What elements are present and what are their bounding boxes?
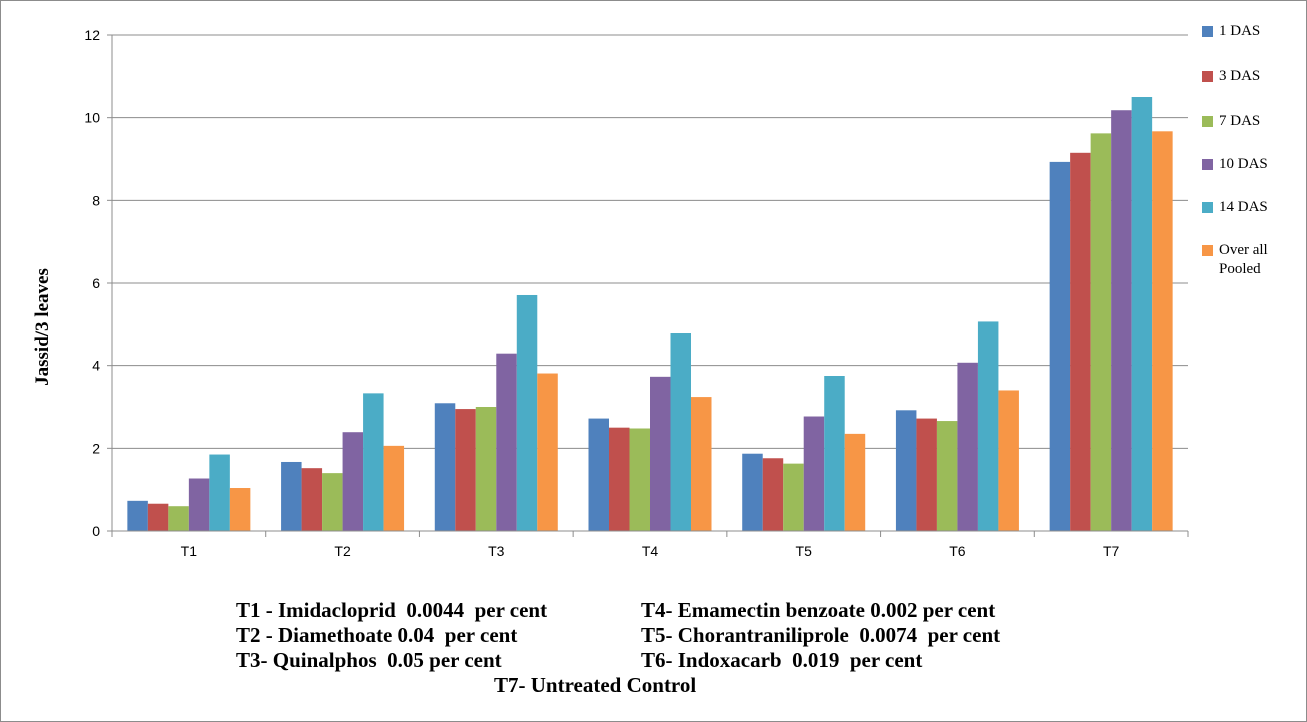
legend-label: 10 DAS xyxy=(1219,156,1268,172)
y-tick-label: 10 xyxy=(84,110,100,126)
bar-t1-14-das xyxy=(209,454,230,531)
x-tick-label: T6 xyxy=(949,543,966,559)
legend-swatch xyxy=(1202,26,1213,37)
legend-item-over-all-pooled: Over all Pooled xyxy=(1202,241,1299,279)
bar-t2-7-das xyxy=(322,473,343,531)
bar-t3-10-das xyxy=(496,353,517,531)
legend-item-3-das: 3 DAS xyxy=(1202,67,1299,86)
x-tick-label: T5 xyxy=(796,543,813,559)
bar-t5-7-das xyxy=(783,463,804,531)
legend-label: 14 DAS xyxy=(1219,199,1268,215)
bar-t3-7-das xyxy=(475,407,497,531)
bar-t6-10-das xyxy=(957,362,978,531)
bar-t3-1-das xyxy=(434,403,456,531)
bar-t6-3-das xyxy=(916,418,937,531)
y-tick-label: 12 xyxy=(84,27,100,43)
bar-t2-14-das xyxy=(363,393,384,531)
note-t6: T6- Indoxacarb 0.019 per cent xyxy=(641,648,923,672)
bar-t1-3-das xyxy=(147,503,169,531)
legend-label-line: Pooled xyxy=(1219,261,1261,277)
bar-t1-7-das xyxy=(168,506,189,531)
bar-t7-over-all-pooled xyxy=(1152,131,1173,531)
legend-item-10-das: 10 DAS xyxy=(1202,155,1299,174)
x-tick-label: T1 xyxy=(181,543,198,559)
bar-t5-14-das xyxy=(824,376,845,531)
x-tick-label: T4 xyxy=(642,543,659,559)
bar-t4-over-all-pooled xyxy=(691,397,712,531)
bar-t7-14-das xyxy=(1131,97,1153,531)
legend-item-14-das: 14 DAS xyxy=(1202,198,1299,217)
y-tick-label: 2 xyxy=(92,440,100,456)
bar-t5-10-das xyxy=(803,416,825,531)
bar-t7-7-das xyxy=(1090,133,1112,531)
legend-swatch xyxy=(1202,202,1213,213)
bar-t5-1-das xyxy=(742,453,763,531)
axes xyxy=(107,34,1189,537)
legend-swatch xyxy=(1202,159,1213,170)
legend-item-7-das: 7 DAS xyxy=(1202,112,1299,131)
y-tick-label: 4 xyxy=(92,358,100,374)
bar-t3-over-all-pooled xyxy=(537,373,558,531)
bar-t2-over-all-pooled xyxy=(383,445,405,531)
legend-label: 3 DAS xyxy=(1219,68,1261,84)
legend-swatch xyxy=(1202,71,1213,82)
x-tick-labels: T1 T2 T3 T4 T5 T6 T7 xyxy=(181,543,1120,559)
bar-t3-14-das xyxy=(516,294,538,531)
bar-t7-3-das xyxy=(1070,152,1091,532)
legend-label: Over all Pooled xyxy=(1219,241,1299,279)
bar-t1-10-das xyxy=(188,478,210,531)
bar-t5-3-das xyxy=(762,458,784,531)
bar-t4-3-das xyxy=(609,427,630,531)
x-tick-label: T3 xyxy=(488,543,505,559)
bar-t6-14-das xyxy=(977,321,999,531)
bar-t4-7-das xyxy=(629,428,650,531)
legend-item-1-das: 1 DAS xyxy=(1202,22,1299,41)
bar-t2-10-das xyxy=(342,432,364,531)
bar-t5-over-all-pooled xyxy=(844,433,866,531)
bar-t4-10-das xyxy=(650,376,671,531)
bar-t4-14-das xyxy=(670,333,691,531)
y-tick-label: 6 xyxy=(92,275,100,291)
bar-t1-over-all-pooled xyxy=(229,488,251,531)
note-t3: T3- Quinalphos 0.05 per cent xyxy=(236,648,502,672)
y-tick-labels: 0 2 4 6 8 10 12 xyxy=(84,27,100,539)
legend-label: 1 DAS xyxy=(1219,23,1261,39)
bar-t7-1-das xyxy=(1049,161,1071,532)
bar-t3-3-das xyxy=(455,409,476,531)
legend-label-line: Over all xyxy=(1219,242,1268,258)
bar-t6-1-das xyxy=(895,410,917,531)
bars xyxy=(127,97,1173,532)
bar-t1-1-das xyxy=(127,500,148,531)
legend-swatch xyxy=(1202,245,1213,256)
note-t5: T5- Chorantraniliprole 0.0074 per cent xyxy=(641,623,1001,647)
x-tick-label: T2 xyxy=(334,543,351,559)
legend-swatch xyxy=(1202,116,1213,127)
bar-t2-3-das xyxy=(301,468,323,531)
bar-t6-7-das xyxy=(936,421,958,531)
bar-t2-1-das xyxy=(281,461,302,531)
bar-t6-over-all-pooled xyxy=(998,390,1019,531)
bar-t7-10-das xyxy=(1111,110,1132,531)
bar-t4-1-das xyxy=(588,418,609,531)
x-tick-label: T7 xyxy=(1103,543,1120,559)
note-t7: T7- Untreated Control xyxy=(494,673,697,697)
note-t1: T1 - Imidacloprid 0.0044 per cent xyxy=(236,598,548,622)
y-axis-label: Jassid/3 leaves xyxy=(32,268,53,386)
legend-label: 7 DAS xyxy=(1219,113,1261,129)
y-tick-label: 8 xyxy=(92,192,100,208)
note-t2: T2 - Diamethoate 0.04 per cent xyxy=(236,623,518,647)
y-tick-label: 0 xyxy=(92,523,100,539)
note-t4: T4- Emamectin benzoate 0.002 per cent xyxy=(641,598,996,622)
